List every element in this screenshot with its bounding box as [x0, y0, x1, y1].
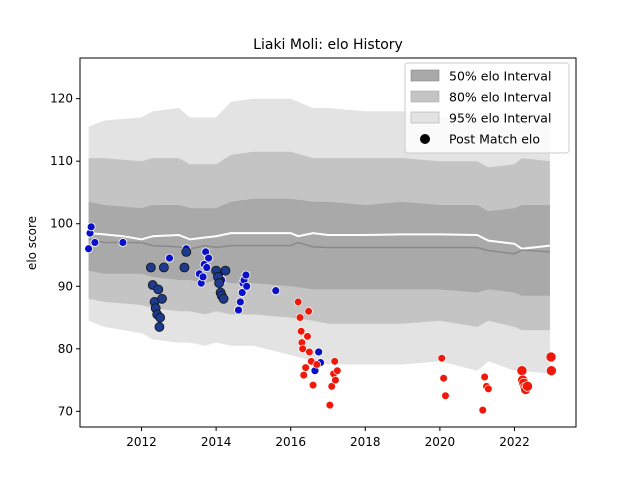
y-tick-label: 70 [58, 404, 73, 418]
post-match-point [484, 384, 493, 393]
post-match-point [330, 357, 339, 366]
post-match-point [437, 354, 446, 363]
post-match-point [294, 297, 303, 307]
post-match-point [314, 347, 324, 357]
post-match-point [165, 253, 174, 263]
post-match-point [159, 262, 169, 273]
post-match-point [327, 382, 336, 391]
x-tick-label: 2014 [201, 435, 232, 449]
y-tick-label: 90 [58, 279, 73, 293]
y-axis-label: elo score [25, 216, 39, 270]
y-tick-label: 80 [58, 342, 73, 356]
legend-box [404, 62, 570, 154]
post-match-point [145, 262, 156, 273]
post-match-point [299, 370, 308, 380]
post-match-point [234, 305, 243, 315]
post-match-point [516, 365, 528, 377]
post-match-point [308, 380, 318, 390]
post-match-point [546, 365, 557, 377]
legend-swatch [410, 111, 440, 124]
post-match-point [441, 391, 450, 400]
y-tick-label: 120 [50, 92, 73, 106]
post-match-point [545, 351, 557, 363]
post-match-point [181, 246, 192, 257]
post-match-point [303, 332, 312, 341]
post-match-point [271, 286, 281, 296]
post-match-point [90, 238, 100, 247]
post-match-point [333, 366, 342, 375]
post-match-point [157, 293, 167, 304]
post-match-point [522, 381, 533, 392]
post-match-point [331, 375, 340, 385]
post-match-point [204, 253, 214, 263]
post-match-point [325, 401, 334, 410]
post-match-point [304, 307, 313, 316]
post-match-point [220, 265, 231, 276]
legend-entry: 50% elo Interval [449, 69, 551, 84]
legend-swatch [410, 90, 440, 103]
post-match-point [480, 372, 489, 382]
post-match-point [305, 347, 314, 357]
post-match-point [218, 293, 229, 304]
post-match-point [202, 263, 212, 272]
x-tick-label: 2022 [499, 435, 530, 449]
post-match-point [297, 327, 306, 336]
legend-entry: 80% elo Interval [449, 90, 551, 105]
post-match-point [242, 281, 252, 291]
post-match-point [118, 238, 128, 247]
y-tick-label: 100 [50, 217, 73, 231]
legend-swatch [410, 69, 440, 82]
post-match-point [295, 313, 305, 322]
post-match-point [235, 297, 245, 307]
post-match-point [86, 222, 96, 232]
post-match-point [179, 262, 190, 273]
post-match-point [214, 278, 225, 289]
post-match-point [439, 374, 448, 383]
post-match-point [298, 344, 307, 353]
median-elo-line [88, 238, 550, 255]
post-match-point [312, 360, 321, 369]
y-tick-label: 110 [50, 154, 73, 168]
axis-ticks: 2012 2014 2016 2018 2020 2022 70 80 90 100 110 120 [50, 92, 530, 449]
legend: 50% elo Interval 80% elo Interval 95% elo … [404, 62, 570, 154]
post-match-point [198, 272, 208, 282]
post-match-point [84, 244, 93, 254]
legend-entry: Post Match elo [449, 132, 540, 147]
x-tick-label: 2016 [275, 435, 306, 449]
post-match-point [301, 363, 310, 372]
x-tick-label: 2012 [126, 435, 157, 449]
chart-title: Liaki Moli: elo History [253, 37, 403, 53]
x-tick-label: 2020 [425, 435, 456, 449]
post-match-point [155, 312, 166, 323]
plot-area [79, 57, 577, 428]
legend-marker [420, 134, 430, 144]
post-match-point [478, 406, 487, 415]
post-match-point [154, 322, 165, 332]
mean-elo-line [88, 232, 551, 250]
post-match-point [241, 270, 251, 280]
legend-entry: 95% elo Interval [449, 111, 551, 126]
plot-frame [79, 57, 577, 428]
post-match-point [153, 284, 164, 295]
post-match-point [237, 288, 247, 297]
x-tick-label: 2018 [350, 435, 381, 449]
